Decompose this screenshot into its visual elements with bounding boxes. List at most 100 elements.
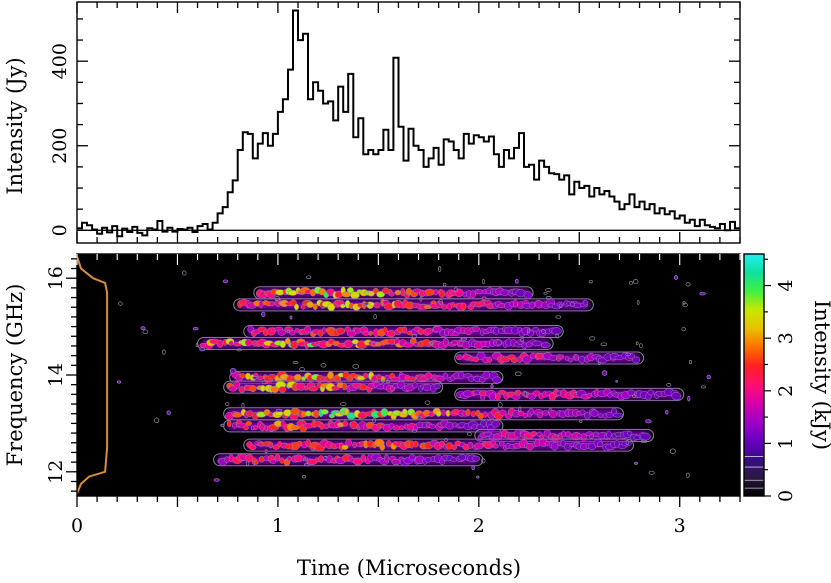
noise-contour — [669, 448, 676, 454]
colorbar-label: Intensity (kJy) — [810, 300, 831, 450]
noise-contour — [666, 383, 672, 387]
band-blob — [499, 356, 511, 363]
band-contour — [454, 387, 685, 401]
band-blob — [458, 371, 465, 380]
heatmap-band — [197, 337, 554, 351]
band-blob — [359, 384, 368, 391]
noise-contour — [352, 363, 359, 369]
noise-contour — [682, 300, 686, 305]
band-blob — [398, 425, 405, 431]
noise-contour — [417, 415, 422, 419]
band-blob — [597, 441, 604, 447]
band-contour — [454, 351, 645, 365]
band-blob — [598, 413, 604, 419]
noise-contour — [303, 463, 310, 467]
noise-contour — [601, 370, 608, 376]
band-blob — [527, 329, 535, 337]
noise-contour — [545, 288, 552, 292]
band-blob — [428, 423, 436, 429]
noise-contour — [442, 282, 447, 287]
band-blob — [379, 443, 386, 451]
noise-contour — [261, 311, 266, 318]
noise-contour — [635, 341, 639, 346]
band-blob — [360, 454, 366, 463]
band-blob — [441, 409, 446, 416]
band-blob — [586, 393, 592, 399]
band-blob — [245, 421, 252, 426]
band-blob — [471, 410, 476, 418]
noise-contour — [437, 266, 442, 272]
band-blob — [226, 419, 232, 428]
noise-contour — [222, 279, 229, 284]
noise-contour — [481, 296, 487, 301]
band-blob — [471, 455, 480, 462]
noise-contour — [301, 475, 307, 479]
band-blob — [244, 339, 253, 346]
noise-contour — [419, 296, 423, 302]
noise-contour — [429, 340, 434, 346]
top-ytick-label-200: 200 — [49, 128, 71, 164]
heatmap-band — [223, 419, 504, 433]
band-blob — [418, 328, 424, 336]
band-blob — [232, 412, 243, 418]
noise-contour — [220, 423, 225, 427]
heatmap-band — [474, 429, 655, 442]
heatmap-bands — [197, 286, 685, 467]
xtick-label-1: 1 — [272, 515, 284, 537]
band-blob — [279, 457, 285, 464]
noise-contour — [460, 337, 467, 341]
band-blob — [402, 408, 408, 415]
band-blob — [362, 330, 370, 336]
band-blob — [471, 424, 478, 430]
band-blob — [621, 440, 632, 447]
heatmap-band — [454, 387, 685, 401]
band-blob — [647, 389, 654, 396]
band-blob — [236, 422, 246, 428]
colorbar-gradient — [744, 254, 764, 496]
band-blob — [472, 326, 481, 332]
noise-contour — [412, 429, 417, 433]
noise-contour — [498, 402, 503, 408]
noise-contour — [636, 299, 640, 305]
noise-contour — [520, 337, 525, 343]
band-blob — [579, 409, 586, 415]
top-panel-ticks — [76, 2, 741, 243]
noise-contour — [685, 472, 690, 478]
band-blob — [320, 409, 329, 415]
noise-contour — [274, 296, 280, 301]
band-blob — [424, 288, 435, 296]
band-blob — [239, 373, 246, 379]
band-blob — [433, 383, 442, 390]
band-blob — [289, 330, 296, 336]
colorbar-tick-label-1: 1 — [775, 437, 797, 449]
band-blob — [441, 304, 448, 310]
noise-contour — [597, 362, 601, 365]
band-blob — [268, 441, 274, 449]
noise-contour — [543, 291, 548, 295]
band-blob — [335, 327, 346, 335]
band-blob — [541, 342, 551, 348]
noise-contour — [411, 333, 417, 340]
band-blob — [402, 326, 408, 334]
band-blob — [523, 291, 533, 300]
band-blob — [380, 375, 386, 384]
bandpass-trace — [77, 256, 109, 494]
heatmap-band — [233, 298, 594, 312]
ytick-label-16: 16 — [45, 266, 67, 290]
band-blob — [248, 444, 257, 451]
band-blob — [532, 340, 542, 346]
band-blob — [627, 430, 633, 436]
intensity-profile-panel: 0 200 400 Intensity (Jy) — [3, 1, 741, 244]
noise-contour — [515, 278, 519, 284]
colorbar-tick-label-0: 0 — [775, 490, 797, 502]
band-blob — [606, 430, 612, 439]
noise-contour — [372, 417, 376, 423]
noise-contour — [250, 425, 255, 431]
band-blob — [439, 440, 445, 447]
noise-contour — [213, 478, 220, 482]
xtick-label-2: 2 — [473, 515, 485, 537]
band-blob — [344, 339, 354, 348]
colorbar-ticks — [764, 258, 771, 497]
noise-contour — [634, 461, 638, 465]
band-blob — [346, 287, 354, 294]
